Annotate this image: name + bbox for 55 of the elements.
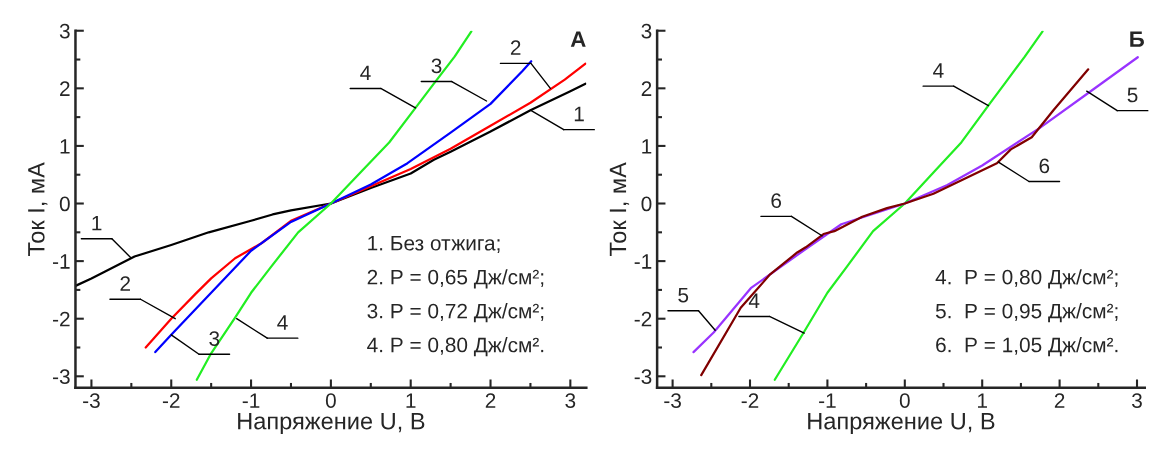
x-tick-label: 2 <box>1054 393 1065 408</box>
chart-title: А <box>570 31 586 47</box>
annotation: 4. Р = 0,80 Дж/см²; <box>935 269 1118 289</box>
y-tick-label: -2 <box>53 311 70 327</box>
x-tick-label: 0 <box>899 393 910 408</box>
annotation: 3. Р = 0,72 Дж/см²; <box>367 303 544 323</box>
x-tick-label: 3 <box>1132 393 1142 408</box>
y-tick-label: 2 <box>641 81 652 96</box>
y-tick-label: 1 <box>642 139 652 154</box>
annotation: 3 <box>209 331 220 346</box>
y-tick-label: -1 <box>53 254 70 269</box>
y-tick-label: 3 <box>59 23 70 39</box>
annotation: 4 <box>933 63 944 78</box>
x-axis-title: Напряжение U, В <box>238 412 425 435</box>
y-tick-label: 0 <box>59 196 70 212</box>
x-tick-label: 1 <box>978 393 987 408</box>
annotation: 5 <box>678 287 689 303</box>
annotation: 1 <box>92 215 102 231</box>
x-tick-label: 2 <box>485 393 496 408</box>
annotation: 1 <box>574 106 584 122</box>
x-tick-label: -1 <box>819 393 836 408</box>
x-tick-label: -2 <box>741 393 759 408</box>
y-tick-label: 1 <box>60 139 70 154</box>
x-tick-label: 3 <box>565 393 576 408</box>
x-tick-label: 1 <box>406 393 416 408</box>
x-tick-label: -3 <box>664 393 681 408</box>
annotation: 2 <box>510 40 521 55</box>
annotation: 4 <box>748 293 760 308</box>
annotation: 3 <box>431 58 442 74</box>
y-tick-label: 0 <box>641 196 652 212</box>
annotation: 2 <box>120 276 130 291</box>
annotation: 1. Без отжига; <box>368 236 500 254</box>
y-axis-title: Ток I, мА <box>609 162 630 256</box>
x-tick-label: -1 <box>242 393 260 408</box>
x-tick-label: -2 <box>162 393 180 408</box>
annotation: 4. Р = 0,80 Дж/см². <box>367 337 544 357</box>
y-tick-label: -2 <box>634 311 652 327</box>
annotation: 2. Р = 0,65 Дж/см²; <box>367 269 544 289</box>
annotation: 6 <box>1039 158 1050 174</box>
x-tick-label: 0 <box>325 393 336 408</box>
annotation: 4 <box>277 315 288 330</box>
x-axis-title: Напряжение U, В <box>808 412 995 435</box>
annotation: 5. Р = 0,95 Дж/см²; <box>935 303 1118 323</box>
annotation: 4 <box>360 65 371 80</box>
annotation: 5 <box>1127 87 1138 103</box>
y-tick-label: -3 <box>53 369 70 385</box>
y-axis-title: Ток I, мА <box>28 162 48 256</box>
annotation: 6 <box>771 193 782 209</box>
y-tick-label: 3 <box>641 23 652 39</box>
chart-title: Б <box>1130 31 1144 47</box>
y-tick-label: 2 <box>60 81 70 96</box>
y-tick-label: -3 <box>634 369 652 385</box>
x-tick-label: -3 <box>83 393 100 408</box>
annotation: 6. Р = 1,05 Дж/см². <box>936 337 1118 357</box>
y-tick-label: -1 <box>634 254 652 269</box>
